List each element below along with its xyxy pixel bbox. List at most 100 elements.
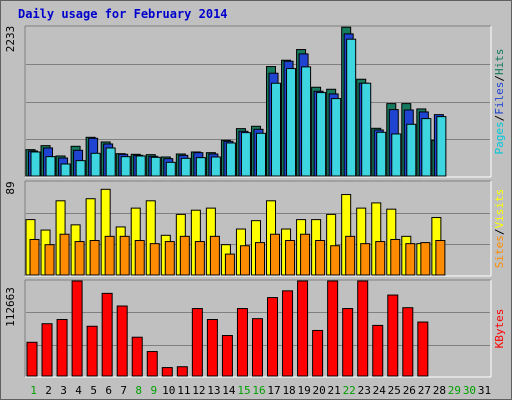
bar-hits-day-20 bbox=[316, 92, 327, 177]
bar-hits-day-17 bbox=[271, 82, 282, 177]
bar-kbytes-day-11 bbox=[176, 366, 188, 377]
x-tick-label-day-10: 10 bbox=[162, 384, 175, 397]
bar-kbytes-day-16 bbox=[251, 318, 263, 377]
x-tick-label-day-5: 5 bbox=[90, 384, 97, 397]
bar-hits-day-22 bbox=[346, 38, 357, 177]
x-tick-label-day-17: 17 bbox=[267, 384, 280, 397]
legend-hits: Pages/Files/Hits bbox=[493, 49, 506, 155]
bar-hits-day-18 bbox=[286, 68, 297, 177]
x-tick-label-day-28: 28 bbox=[433, 384, 446, 397]
bar-sites-day-25 bbox=[390, 238, 401, 276]
bar-hits-day-8 bbox=[135, 155, 146, 177]
bar-sites-day-1 bbox=[29, 238, 40, 276]
bar-sites-day-26 bbox=[405, 243, 416, 276]
bar-hits-day-7 bbox=[120, 156, 131, 177]
x-tick-label-day-24: 24 bbox=[373, 384, 387, 397]
bar-sites-day-10 bbox=[164, 241, 175, 276]
bar-sites-day-21 bbox=[330, 245, 341, 276]
x-tick-label-day-31: 31 bbox=[478, 384, 491, 397]
bar-kbytes-day-19 bbox=[297, 280, 309, 377]
bar-kbytes-day-24 bbox=[372, 324, 384, 377]
x-tick-label-day-2: 2 bbox=[45, 384, 52, 397]
bar-hits-day-13 bbox=[210, 156, 221, 177]
x-tick-label-day-16: 16 bbox=[252, 384, 265, 397]
bar-hits-day-15 bbox=[240, 132, 251, 177]
bar-kbytes-day-12 bbox=[191, 308, 203, 377]
bar-kbytes-day-15 bbox=[236, 308, 248, 377]
bar-sites-day-7 bbox=[119, 235, 130, 276]
x-tick-label-day-1: 1 bbox=[30, 384, 37, 397]
bar-sites-day-18 bbox=[285, 240, 296, 276]
bar-hits-day-19 bbox=[301, 66, 312, 177]
bar-hits-day-14 bbox=[225, 142, 236, 177]
x-tick-label-day-4: 4 bbox=[75, 384, 82, 397]
bar-sites-day-6 bbox=[104, 235, 115, 276]
bar-sites-day-2 bbox=[44, 244, 55, 276]
x-tick-label-day-21: 21 bbox=[328, 384, 341, 397]
x-tick-label-day-26: 26 bbox=[403, 384, 416, 397]
bar-kbytes-day-9 bbox=[146, 351, 158, 377]
bar-hits-day-1 bbox=[30, 151, 41, 177]
bar-kbytes-day-14 bbox=[221, 335, 233, 377]
bar-kbytes-day-23 bbox=[357, 280, 369, 377]
bar-sites-day-16 bbox=[254, 242, 265, 276]
bar-sites-day-27 bbox=[420, 242, 431, 276]
bar-kbytes-day-8 bbox=[131, 336, 143, 377]
bar-kbytes-day-6 bbox=[101, 292, 113, 377]
legend-entry: KBytes bbox=[493, 309, 506, 349]
bar-sites-day-13 bbox=[209, 235, 220, 276]
legend-entry: Sites bbox=[493, 235, 506, 268]
bar-hits-day-25 bbox=[391, 133, 402, 177]
bar-sites-day-12 bbox=[194, 241, 205, 276]
x-tick-label-day-18: 18 bbox=[282, 384, 295, 397]
x-tick-label-day-23: 23 bbox=[358, 384, 371, 397]
x-tick-label-day-3: 3 bbox=[60, 384, 67, 397]
legend-visits: Sites/Visits bbox=[493, 189, 506, 269]
bar-kbytes-day-25 bbox=[387, 294, 399, 377]
bar-kbytes-day-4 bbox=[71, 280, 83, 377]
bar-sites-day-8 bbox=[134, 240, 145, 276]
bar-hits-day-21 bbox=[331, 98, 342, 177]
x-tick-label-day-13: 13 bbox=[207, 384, 220, 397]
bar-sites-day-19 bbox=[300, 233, 311, 276]
bar-kbytes-day-7 bbox=[116, 305, 128, 377]
bar-kbytes-day-20 bbox=[312, 329, 324, 377]
bar-hits-day-24 bbox=[376, 131, 387, 177]
bar-sites-day-4 bbox=[74, 241, 85, 276]
x-tick-label-day-7: 7 bbox=[120, 384, 127, 397]
bar-kbytes-day-22 bbox=[342, 308, 354, 377]
bar-kbytes-day-17 bbox=[267, 297, 279, 377]
legend-entry: / bbox=[493, 229, 506, 236]
bar-sites-day-3 bbox=[59, 233, 70, 276]
bar-hits-day-6 bbox=[105, 147, 116, 177]
ymax-label-visits: 89 bbox=[4, 181, 17, 194]
bar-kbytes-day-5 bbox=[86, 325, 98, 377]
x-tick-label-day-20: 20 bbox=[313, 384, 326, 397]
bar-hits-day-23 bbox=[361, 82, 372, 177]
bar-kbytes-day-27 bbox=[417, 321, 429, 377]
x-tick-label-day-30: 30 bbox=[463, 384, 476, 397]
x-tick-label-day-22: 22 bbox=[343, 384, 356, 397]
x-tick-label-day-11: 11 bbox=[177, 384, 190, 397]
bar-sites-day-14 bbox=[224, 253, 235, 276]
bar-sites-day-23 bbox=[360, 243, 371, 276]
bar-hits-day-4 bbox=[75, 160, 86, 177]
x-tick-label-day-19: 19 bbox=[297, 384, 310, 397]
bar-sites-day-24 bbox=[375, 241, 386, 276]
bar-hits-day-27 bbox=[421, 118, 432, 177]
x-tick-label-day-8: 8 bbox=[135, 384, 142, 397]
ymax-label-kbytes: 112663 bbox=[4, 287, 17, 327]
bar-kbytes-day-21 bbox=[327, 280, 339, 377]
bar-kbytes-day-2 bbox=[41, 323, 53, 377]
bar-hits-day-12 bbox=[195, 157, 206, 177]
legend-entry: Hits bbox=[493, 49, 506, 76]
x-tick-label-day-9: 9 bbox=[150, 384, 157, 397]
bar-hits-day-11 bbox=[180, 157, 191, 177]
legend-entry: Pages bbox=[493, 121, 506, 154]
bar-kbytes-day-1 bbox=[26, 341, 38, 377]
bar-hits-day-5 bbox=[90, 152, 101, 177]
bar-hits-day-3 bbox=[60, 163, 71, 177]
x-tick-label-day-14: 14 bbox=[222, 384, 236, 397]
bar-kbytes-day-3 bbox=[56, 319, 68, 377]
